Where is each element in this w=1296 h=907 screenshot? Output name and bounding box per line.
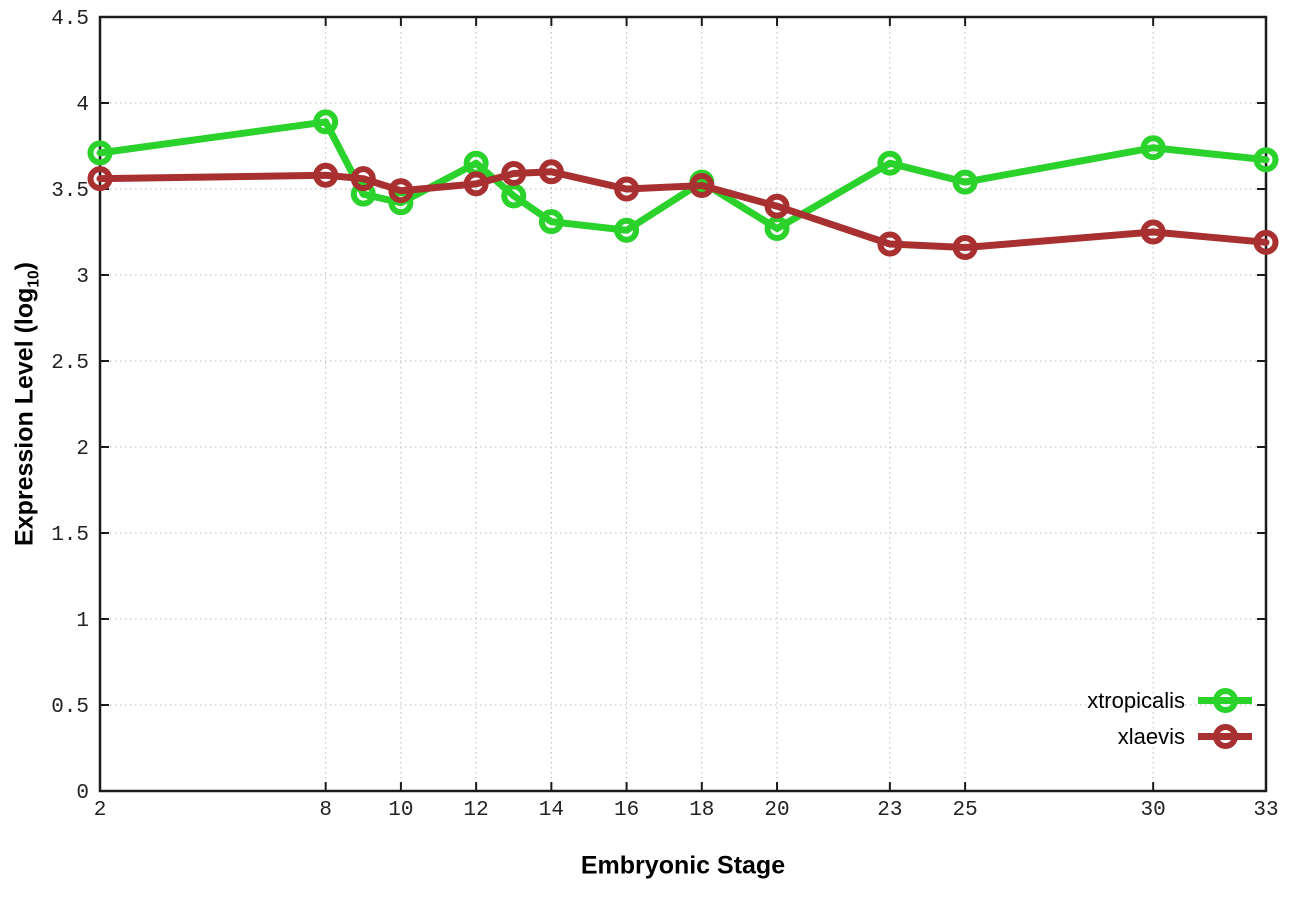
data-point-xlaevis: [538, 159, 564, 185]
data-point-xtropicalis: [877, 150, 903, 176]
y-axis-title: Expression Level (log10): [11, 262, 44, 546]
y-tick-label: 4: [76, 94, 89, 117]
y-axis-title-subscript: 10: [25, 270, 43, 288]
y-tick-label: 3: [76, 266, 89, 289]
data-point-xlaevis: [1140, 219, 1166, 245]
y-tick-label: 3.5: [51, 180, 89, 203]
x-tick-label: 23: [877, 799, 902, 822]
data-point-xlaevis: [350, 166, 376, 192]
data-point-xtropicalis: [764, 216, 790, 242]
data-point-xtropicalis: [614, 217, 640, 243]
data-point-xlaevis: [614, 176, 640, 202]
legend-item-xlaevis: xlaevis: [1118, 723, 1252, 750]
x-tick-label: 33: [1253, 799, 1278, 822]
legend-marker-xtropicalis-icon: [1198, 687, 1252, 714]
data-point-xtropicalis: [538, 209, 564, 235]
y-tick-label: 4.5: [51, 8, 89, 31]
data-point-xtropicalis: [952, 169, 978, 195]
data-point-xtropicalis: [87, 140, 113, 166]
x-tick-label: 20: [764, 799, 789, 822]
data-point-xlaevis: [501, 161, 527, 187]
series-line-xtropicalis: [96, 118, 1270, 234]
x-axis-title: Embryonic Stage: [580, 851, 786, 880]
data-point-xtropicalis: [350, 181, 376, 207]
x-tick-label: 25: [952, 799, 977, 822]
legend: xtropicalis xlaevis: [1087, 687, 1252, 750]
x-tick-label: 18: [689, 799, 714, 822]
data-point-xtropicalis: [313, 109, 339, 135]
x-tick-label: 14: [539, 799, 564, 822]
data-point-xlaevis: [388, 178, 414, 204]
legend-item-xtropicalis: xtropicalis: [1087, 687, 1252, 714]
data-point-xtropicalis: [1140, 135, 1166, 161]
y-axis-title-text: Expression Level (log: [10, 287, 39, 546]
y-tick-label: 0: [76, 782, 89, 805]
x-tick-label: 16: [614, 799, 639, 822]
data-point-xlaevis: [952, 234, 978, 260]
data-point-xlaevis: [764, 193, 790, 219]
data-point-xlaevis: [877, 231, 903, 257]
data-point-xlaevis: [313, 162, 339, 188]
x-tick-label: 2: [94, 799, 107, 822]
x-tick-label: 12: [464, 799, 489, 822]
x-tick-label: 8: [319, 799, 332, 822]
series-line-xlaevis: [96, 168, 1270, 251]
data-point-xtropicalis: [1253, 147, 1279, 173]
data-point-xlaevis: [463, 171, 489, 197]
data-point-xlaevis: [1253, 229, 1279, 255]
y-axis-title-close: ): [10, 262, 39, 271]
data-point-xlaevis: [689, 173, 715, 199]
legend-label-xtropicalis: xtropicalis: [1087, 688, 1185, 713]
y-tick-label: 2: [76, 438, 89, 461]
y-tick-label: 1: [76, 610, 89, 633]
y-tick-label: 2.5: [51, 352, 89, 375]
legend-label-xlaevis: xlaevis: [1117, 724, 1185, 749]
legend-marker-xlaevis-icon: [1198, 723, 1252, 750]
x-tick-label: 10: [388, 799, 413, 822]
data-point-xlaevis: [87, 166, 113, 192]
y-tick-label: 1.5: [51, 524, 89, 547]
plot-border: [98, 15, 1268, 793]
y-tick-label: 0.5: [51, 696, 89, 719]
x-tick-label: 30: [1141, 799, 1166, 822]
data-point-xtropicalis: [501, 183, 527, 209]
